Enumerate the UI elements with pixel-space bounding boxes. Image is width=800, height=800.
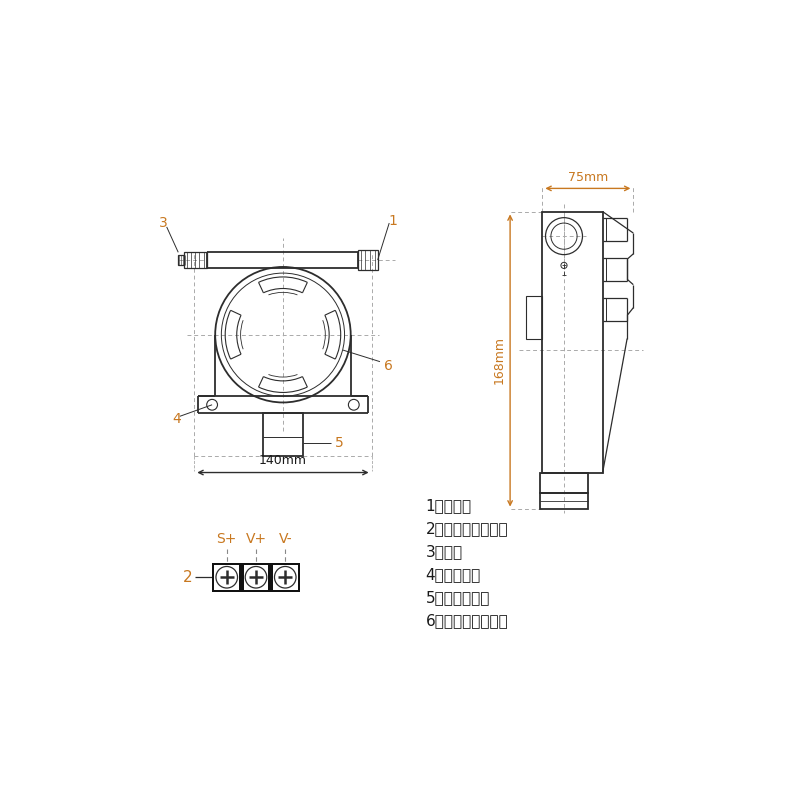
Text: 4: 4 <box>172 413 181 426</box>
Bar <box>526 296 542 338</box>
Text: 168mm: 168mm <box>493 337 506 385</box>
Text: 3: 3 <box>158 216 167 230</box>
Bar <box>540 493 588 510</box>
Bar <box>214 565 239 590</box>
Text: 6、传感器接线端子: 6、传感器接线端子 <box>426 614 508 629</box>
Text: 2: 2 <box>182 570 192 585</box>
Text: 3、堵头: 3、堵头 <box>426 544 462 559</box>
Text: 1: 1 <box>389 214 398 228</box>
Bar <box>178 254 184 266</box>
Bar <box>358 250 378 270</box>
Text: 6: 6 <box>384 358 393 373</box>
Bar <box>273 565 298 590</box>
Text: 5、气敏传感器: 5、气敏传感器 <box>426 590 490 606</box>
Text: 5: 5 <box>335 436 344 450</box>
Bar <box>263 414 303 455</box>
Bar <box>542 211 602 474</box>
Text: V-: V- <box>278 532 292 546</box>
Text: 2、变送器接线端子: 2、变送器接线端子 <box>426 522 508 536</box>
Text: 75mm: 75mm <box>568 170 608 184</box>
Bar <box>540 474 588 493</box>
Bar <box>184 252 207 268</box>
Text: 1、入线孔: 1、入线孔 <box>426 498 471 513</box>
Text: V+: V+ <box>246 532 266 546</box>
Text: 140mm: 140mm <box>259 454 307 467</box>
Text: 4、安装支架: 4、安装支架 <box>426 567 481 582</box>
Bar <box>244 565 268 590</box>
Bar <box>212 562 300 592</box>
Text: S+: S+ <box>217 532 237 546</box>
